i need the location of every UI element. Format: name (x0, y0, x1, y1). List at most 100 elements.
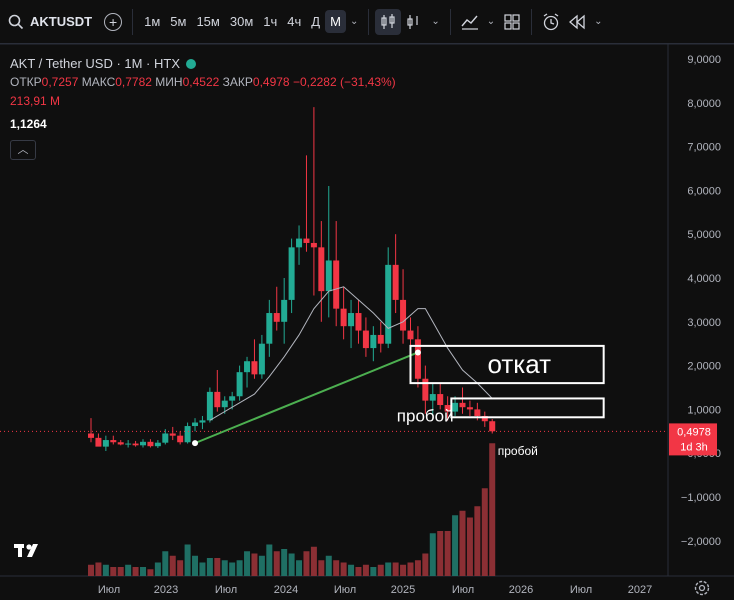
low-value: 0,4522 (182, 75, 220, 89)
volume-bar (385, 562, 392, 576)
price-tick-label: −2,0000 (681, 536, 721, 548)
price-tick-label: 8,0000 (687, 98, 721, 110)
time-tick-label: Июл (570, 584, 592, 596)
candle (199, 415, 206, 430)
volume-value: 213,91 M (10, 94, 61, 108)
time-tick-label: 2025 (391, 584, 415, 596)
candle (414, 326, 421, 388)
symbol-search[interactable]: AKTUSDT (0, 14, 100, 30)
volume-bar (206, 558, 213, 576)
candle (318, 221, 325, 322)
candle (407, 317, 414, 349)
volume-bar (266, 544, 273, 576)
candle (385, 247, 392, 349)
tradingview-logo-icon[interactable] (14, 542, 44, 558)
volume-bar (348, 564, 355, 576)
last-price-marker: 0,4978 1d 3h (669, 423, 717, 456)
interval-day[interactable]: Д (311, 14, 321, 29)
volume-bar (192, 555, 199, 576)
candle (452, 396, 459, 416)
legend-title-row: AKT / Tether USD · 1M · HTX (10, 54, 396, 73)
candle-body (258, 343, 265, 375)
candle-body (377, 334, 384, 344)
interval-month[interactable]: М (325, 10, 346, 33)
candle-body (407, 330, 414, 340)
annotation-label-breakout: пробой (498, 444, 538, 458)
candle-body (296, 238, 303, 248)
candle (296, 225, 303, 265)
candle (303, 155, 310, 252)
volume-bar (132, 567, 139, 576)
indicators-dropdown-icon[interactable]: ⌄ (486, 16, 496, 27)
volume-bar (251, 553, 258, 576)
volume-bar (244, 551, 251, 576)
candle (281, 278, 288, 344)
replay-icon (569, 14, 585, 29)
interval-5m[interactable]: 5м (170, 14, 187, 29)
interval-30m[interactable]: 30м (229, 14, 254, 29)
candle-body (281, 299, 288, 322)
market-status-icon[interactable] (186, 58, 197, 69)
bar-type-button[interactable] (401, 9, 427, 35)
candle-body (169, 433, 176, 436)
volume-bar (481, 488, 488, 576)
candle-body (162, 433, 169, 443)
chart-background (0, 44, 734, 600)
candle-body (414, 339, 421, 379)
volume-bar (258, 555, 265, 576)
candle (370, 326, 377, 362)
volume-bar (318, 560, 325, 576)
candle-body (340, 308, 347, 327)
toolbar-divider (132, 8, 134, 35)
time-tick-label: 2024 (274, 584, 298, 596)
candle (422, 365, 429, 414)
interval-dropdown-icon[interactable]: ⌄ (349, 16, 359, 27)
collapse-legend-button[interactable]: ︿ (10, 140, 36, 160)
candles (88, 107, 496, 452)
candle-body (422, 378, 429, 401)
chart-type-dropdown-icon[interactable]: ⌄ (431, 16, 440, 27)
candle-body (437, 394, 444, 406)
gear-icon[interactable] (693, 579, 711, 597)
interval-1m[interactable]: 1м (144, 14, 161, 29)
volume-bar (177, 560, 184, 576)
legend-title[interactable]: AKT / Tether USD · 1M · HTX (10, 56, 181, 71)
candle (355, 299, 362, 344)
close-value: 0,4978 (252, 75, 290, 89)
volume-bar (466, 517, 473, 576)
alert-button[interactable] (538, 9, 564, 35)
chevron-up-icon: ︿ (17, 143, 29, 156)
candle (429, 383, 436, 416)
replay-dropdown-icon[interactable]: ⌄ (594, 16, 603, 27)
volume-bar (325, 555, 332, 576)
search-icon (8, 14, 24, 29)
volume-bar (422, 553, 429, 576)
candle-body (199, 420, 206, 423)
volume-bar (340, 562, 347, 576)
layout-button[interactable] (499, 9, 525, 35)
interval-1h[interactable]: 1ч (263, 14, 278, 29)
chart-type-button[interactable] (375, 8, 402, 35)
replay-button[interactable] (564, 9, 590, 35)
candle (444, 396, 451, 421)
time-axis: Июл 2023 Июл 2024 Июл 2025 Июл 2026 Июл 2027 (98, 584, 652, 596)
interval-15m[interactable]: 15м (196, 14, 220, 29)
indicators-button[interactable] (457, 9, 483, 35)
indicators-icon (461, 15, 478, 30)
volume-bar (162, 551, 169, 576)
candle-body (244, 361, 251, 373)
price-chart[interactable]: Июл 2023 Июл 2024 Июл 2025 Июл 2026 Июл 2027 9,00… (0, 44, 734, 600)
add-symbol-button[interactable]: + (100, 9, 126, 35)
price-tick-label: 7,0000 (687, 142, 721, 154)
candle-body (229, 396, 236, 401)
alert-icon (543, 12, 559, 30)
volume-bar (414, 560, 421, 576)
candle-body (303, 238, 310, 243)
chart-legend: AKT / Tether USD · 1M · HTX ОТКР0,7257 М… (10, 54, 396, 160)
candle (117, 440, 124, 446)
volume-bar (184, 544, 191, 576)
chart-grid (0, 44, 734, 600)
symbol-name: AKTUSDT (30, 14, 93, 29)
volume-bar (281, 549, 288, 576)
interval-4h[interactable]: 4ч (287, 14, 302, 29)
